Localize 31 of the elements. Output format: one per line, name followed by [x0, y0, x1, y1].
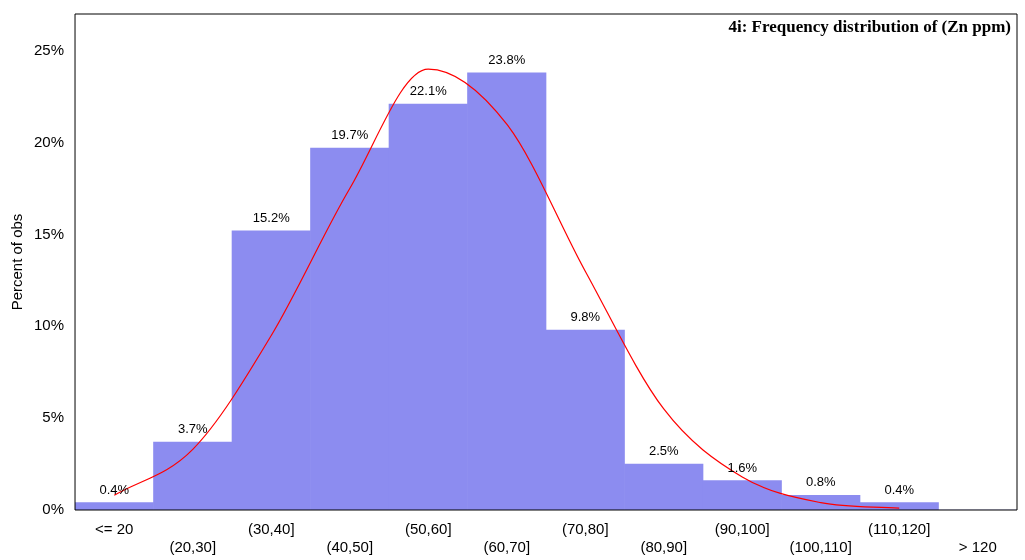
y-tick-label: 20%	[33, 132, 65, 150]
x-tick-label: (80,90]	[640, 538, 688, 556]
data-label: 22.1%	[409, 83, 448, 99]
x-tick-label: (20,30]	[169, 538, 217, 556]
data-label: 0.8%	[805, 474, 837, 490]
y-tick-label: 10%	[33, 316, 65, 334]
y-tick-label: 25%	[33, 40, 65, 58]
data-label: 19.7%	[331, 127, 369, 143]
y-tick-label: 0%	[42, 500, 65, 518]
x-tick-label: (50,60]	[404, 520, 452, 538]
x-tick-label: (100,110]	[789, 538, 852, 556]
x-tick-label: (70,80]	[561, 520, 609, 538]
data-label: 9.8%	[570, 309, 601, 325]
x-tick-label: (90,100]	[714, 520, 770, 538]
data-label: 0.4%	[884, 481, 915, 497]
y-tick-label: 15%	[33, 224, 65, 242]
chart-title: 4i: Frequency distribution of (Zn ppm)	[728, 16, 1011, 36]
x-tick-label: (30,40]	[247, 520, 295, 538]
data-label: 0.4%	[99, 481, 130, 497]
x-tick-label: (40,50]	[326, 538, 374, 556]
x-tick-label: <= 20	[95, 520, 134, 538]
x-tick-label: > 120	[958, 538, 997, 556]
data-label: 2.5%	[648, 443, 680, 459]
y-tick-label: 5%	[42, 408, 65, 426]
x-tick-label: (60,70]	[483, 538, 531, 556]
data-label: 23.8%	[488, 51, 526, 67]
data-label: 1.6%	[727, 459, 758, 475]
data-label: 15.2%	[252, 209, 291, 225]
data-label: 3.7%	[177, 421, 209, 437]
y-axis-title: Percent of obs	[8, 213, 26, 311]
x-tick-label: (110,120]	[868, 520, 931, 538]
